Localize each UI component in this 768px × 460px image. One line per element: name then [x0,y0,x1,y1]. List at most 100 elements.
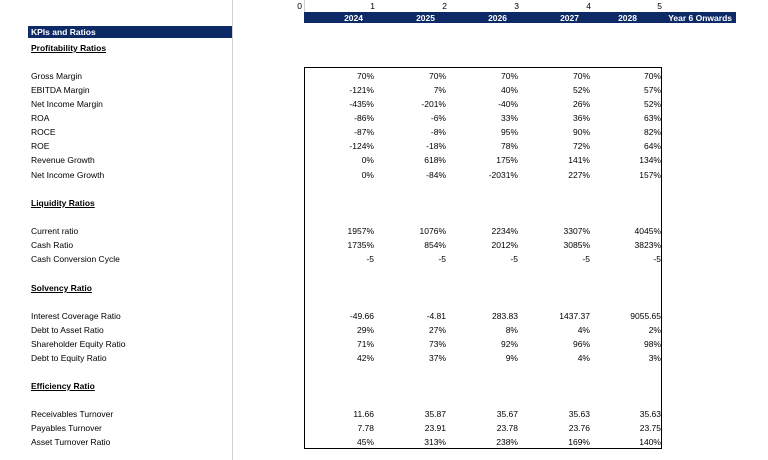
row-label: Cash Ratio [31,240,74,250]
cell-value: 8% [505,325,518,335]
cell-value: -4.81 [426,311,446,321]
cell-value: 238% [496,437,518,447]
section-heading-solvency: Solvency Ratio [31,283,92,293]
cell-value: 227% [568,170,590,180]
cell-value: -201% [421,99,446,109]
row-label: Net Income Margin [31,99,103,109]
row-label: ROCE [31,127,56,137]
row-label: Current ratio [31,226,79,236]
cell-value: 98% [643,339,661,349]
cell-value: 23.75 [639,423,661,433]
column-index: 3 [514,1,519,11]
cell-value: -121% [349,85,374,95]
cell-value: 57% [643,85,661,95]
cell-value: 37% [428,353,446,363]
column-index: 0 [297,1,302,11]
cell-value: 313% [424,437,446,447]
cell-value: -5 [653,254,661,264]
row-label: Shareholder Equity Ratio [31,339,126,349]
cell-value: 9055.65 [630,311,661,321]
cell-value: -87% [354,127,374,137]
cell-value: 9% [505,353,518,363]
cell-value: 82% [643,127,661,137]
cell-value: 27% [428,325,446,335]
row-label: Debt to Equity Ratio [31,353,107,363]
column-index: 1 [370,1,375,11]
cell-value: 4% [577,353,590,363]
cell-value: 42% [356,353,374,363]
column-index: 4 [586,1,591,11]
row-label: Receivables Turnover [31,409,114,419]
cell-value: 2234% [491,226,518,236]
cell-value: 4% [577,325,590,335]
cell-value: -5 [510,254,518,264]
year-header-bar [304,12,736,23]
cell-value: 3823% [634,240,661,250]
cell-value: -435% [349,99,374,109]
cell-value: 11.66 [353,409,374,419]
row-label: Cash Conversion Cycle [31,254,120,264]
cell-value: 70% [428,71,446,81]
row-label: Gross Margin [31,71,83,81]
cell-value: 52% [572,85,590,95]
cell-value: 169% [568,437,590,447]
cell-value: -2031% [488,170,518,180]
cell-value: 63% [643,113,661,123]
cell-value: -6% [430,113,446,123]
section-heading-profitability: Profitability Ratios [31,43,107,53]
year-header: 2028 [618,13,637,23]
cell-value: 23.91 [424,423,446,433]
row-label: Debt to Asset Ratio [31,325,104,335]
cell-value: 29% [356,325,374,335]
section-heading-efficiency: Efficiency Ratio [31,381,95,391]
cell-value: 92% [500,339,518,349]
cell-value: 35.67 [496,409,518,419]
cell-value: -49.66 [349,311,374,321]
row-label: Payables Turnover [31,423,102,433]
cell-value: 134% [639,155,661,165]
cell-value: 70% [572,71,590,81]
cell-value: 95% [500,127,518,137]
cell-value: 40% [500,85,518,95]
cell-value: 157% [639,170,661,180]
cell-value: 36% [572,113,590,123]
cell-value: 64% [643,141,661,151]
year-header: Year 6 Onwards [668,13,732,23]
cell-value: -5 [438,254,446,264]
cell-value: 52% [643,99,661,109]
cell-value: 3% [648,353,661,363]
cell-value: 175% [496,155,518,165]
page-title: KPIs and Ratios [31,27,96,37]
year-header: 2026 [488,13,507,23]
column-gridline-a [232,0,233,460]
values-box [304,67,662,449]
cell-value: 35.63 [639,409,661,419]
cell-value: 33% [500,113,518,123]
cell-value: 4045% [634,226,661,236]
cell-value: 1076% [419,226,446,236]
cell-value: -5 [582,254,590,264]
row-label: EBITDA Margin [31,85,90,95]
cell-value: 618% [424,155,446,165]
cell-value: 2012% [491,240,518,250]
column-gridline-b [304,0,305,23]
cell-value: 78% [500,141,518,151]
cell-value: 70% [643,71,661,81]
cell-value: -84% [426,170,446,180]
cell-value: -40% [498,99,518,109]
cell-value: 71% [356,339,374,349]
cell-value: 7.78 [357,423,374,433]
cell-value: 23.78 [496,423,518,433]
cell-value: 1957% [347,226,374,236]
cell-value: 3307% [563,226,590,236]
cell-value: 70% [356,71,374,81]
cell-value: 2% [648,325,661,335]
cell-value: -18% [426,141,446,151]
cell-value: -124% [349,141,374,151]
kpi-title-bar [28,26,232,38]
cell-value: 70% [500,71,518,81]
cell-value: 1735% [347,240,374,250]
year-header: 2025 [416,13,435,23]
cell-value: 35.63 [568,409,590,419]
cell-value: 0% [361,155,374,165]
